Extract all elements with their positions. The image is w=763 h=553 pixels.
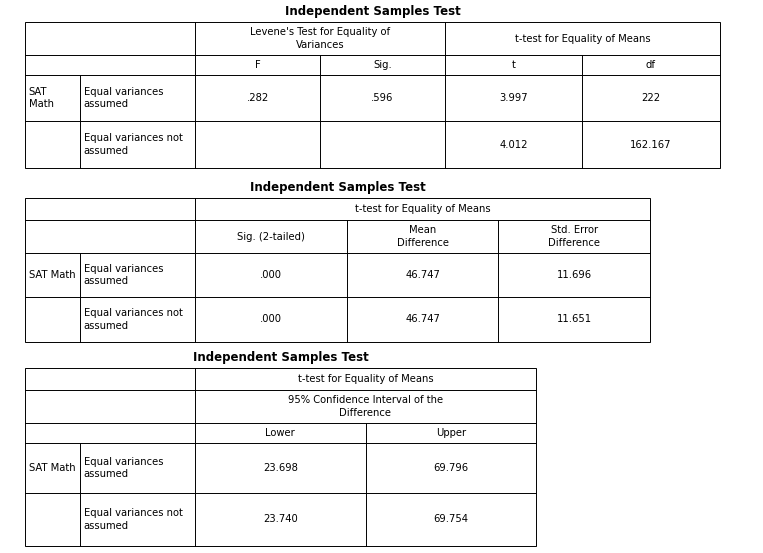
Text: 95% Confidence Interval of the
Difference: 95% Confidence Interval of the Differenc… xyxy=(288,395,443,418)
Text: F: F xyxy=(255,60,260,70)
Text: 23.740: 23.740 xyxy=(263,514,298,524)
Text: Sig. (2-tailed): Sig. (2-tailed) xyxy=(237,232,304,242)
Text: Equal variances
assumed: Equal variances assumed xyxy=(84,264,163,286)
Text: .596: .596 xyxy=(372,93,394,103)
Text: 3.997: 3.997 xyxy=(499,93,528,103)
Text: 11.696: 11.696 xyxy=(556,270,592,280)
Bar xyxy=(25,22,720,168)
Text: 46.747: 46.747 xyxy=(405,270,440,280)
Text: Equal variances not
assumed: Equal variances not assumed xyxy=(84,133,182,156)
Text: Independent Samples Test: Independent Samples Test xyxy=(192,352,369,364)
Text: t-test for Equality of Means: t-test for Equality of Means xyxy=(355,204,491,214)
Text: Mean
Difference: Mean Difference xyxy=(397,225,449,248)
Text: Independent Samples Test: Independent Samples Test xyxy=(250,181,426,195)
Text: Equal variances
assumed: Equal variances assumed xyxy=(84,457,163,479)
Text: 23.698: 23.698 xyxy=(262,463,298,473)
Text: t-test for Equality of Means: t-test for Equality of Means xyxy=(298,374,433,384)
Text: Upper: Upper xyxy=(436,428,466,438)
Text: df: df xyxy=(646,60,656,70)
Text: SAT Math: SAT Math xyxy=(29,463,76,473)
Text: Equal variances not
assumed: Equal variances not assumed xyxy=(84,508,182,531)
Text: Sig.: Sig. xyxy=(373,60,392,70)
Text: Lower: Lower xyxy=(266,428,295,438)
Bar xyxy=(25,368,536,546)
Text: .000: .000 xyxy=(260,270,282,280)
Text: SAT Math: SAT Math xyxy=(29,270,76,280)
Text: Equal variances
assumed: Equal variances assumed xyxy=(84,87,163,109)
Text: 69.796: 69.796 xyxy=(433,463,468,473)
Text: 162.167: 162.167 xyxy=(630,139,671,149)
Text: 69.754: 69.754 xyxy=(433,514,468,524)
Text: 4.012: 4.012 xyxy=(499,139,528,149)
Text: 222: 222 xyxy=(642,93,661,103)
Text: Independent Samples Test: Independent Samples Test xyxy=(285,4,460,18)
Text: Equal variances not
assumed: Equal variances not assumed xyxy=(84,309,182,331)
Text: 11.651: 11.651 xyxy=(556,315,592,325)
Text: SAT
Math: SAT Math xyxy=(29,87,54,109)
Text: t: t xyxy=(511,60,516,70)
Text: Levene's Test for Equality of
Variances: Levene's Test for Equality of Variances xyxy=(250,27,390,50)
Text: 46.747: 46.747 xyxy=(405,315,440,325)
Text: t-test for Equality of Means: t-test for Equality of Means xyxy=(515,34,650,44)
Bar xyxy=(25,198,650,342)
Text: Std. Error
Difference: Std. Error Difference xyxy=(548,225,600,248)
Text: .282: .282 xyxy=(246,93,269,103)
Text: .000: .000 xyxy=(260,315,282,325)
